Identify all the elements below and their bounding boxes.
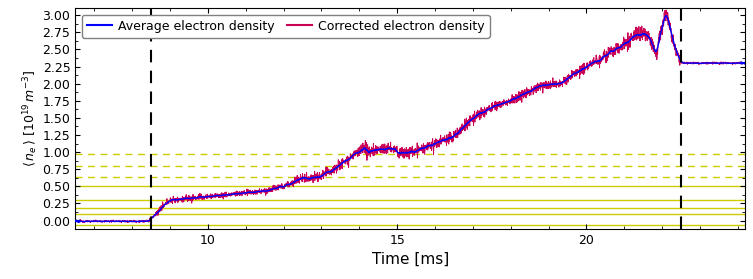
Corrected electron density — [117, 221, 126, 224]
Average electron density — [187, 196, 197, 200]
Corrected electron density — [357, 150, 366, 153]
Average electron density — [148, 216, 157, 220]
Line: Average electron density: Average electron density — [75, 16, 745, 222]
Average electron density — [71, 220, 80, 223]
Average electron density — [357, 149, 366, 152]
Average electron density — [328, 169, 337, 172]
Legend: Average electron density, Corrected electron density: Average electron density, Corrected elec… — [81, 15, 489, 38]
Corrected electron density — [187, 201, 197, 205]
X-axis label: Time [ms]: Time [ms] — [372, 252, 449, 267]
Corrected electron density — [741, 60, 750, 64]
Corrected electron density — [148, 215, 157, 218]
Line: Corrected electron density: Corrected electron density — [75, 10, 745, 223]
Average electron density — [656, 33, 665, 36]
Average electron density — [741, 60, 750, 64]
Average electron density — [75, 221, 84, 224]
Corrected electron density — [662, 8, 671, 12]
Y-axis label: $\langle\, n_e\,\rangle$ [$10^{19}\,m^{-3}$]: $\langle\, n_e\,\rangle$ [$10^{19}\,m^{-… — [21, 70, 40, 167]
Average electron density — [662, 14, 671, 17]
Corrected electron density — [328, 166, 337, 169]
Corrected electron density — [656, 34, 665, 37]
Corrected electron density — [71, 220, 80, 223]
Corrected electron density — [728, 63, 737, 66]
Average electron density — [728, 62, 737, 65]
